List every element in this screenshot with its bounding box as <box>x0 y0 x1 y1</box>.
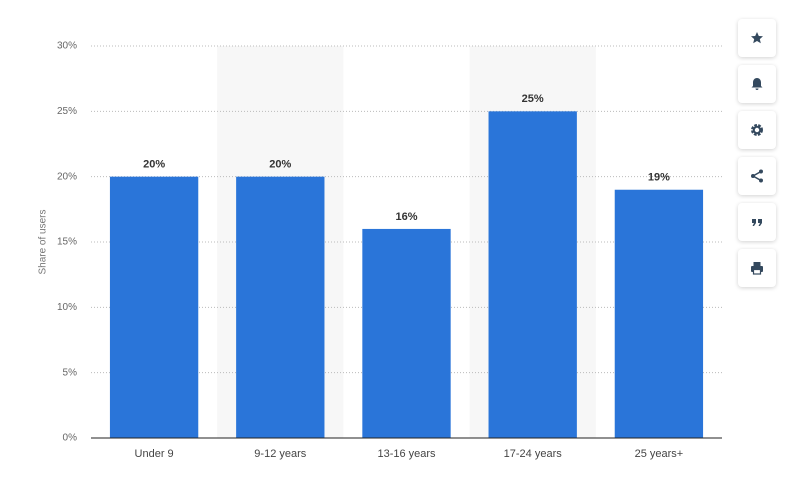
y-tick-label: 25% <box>57 106 77 117</box>
value-label: 20% <box>143 159 165 171</box>
value-label: 19% <box>648 172 670 184</box>
bar <box>488 111 577 438</box>
chart: Share of users 0% 5% 10% 15% 20% 25% 30% Under … <box>38 41 722 460</box>
y-tick-label: 30% <box>57 41 77 52</box>
y-tick-label: 15% <box>57 237 77 248</box>
y-axis-label: Share of users <box>38 209 49 274</box>
bar <box>236 176 325 438</box>
y-tick-label: 10% <box>57 302 77 313</box>
notification-button[interactable] <box>738 65 776 103</box>
x-tick-label: 13-16 years <box>377 448 436 460</box>
settings-button[interactable] <box>738 111 776 149</box>
bar <box>614 189 704 438</box>
value-label: 25% <box>522 93 544 105</box>
share-button[interactable] <box>738 157 776 195</box>
x-tick-label: 25 years+ <box>635 448 684 460</box>
x-tick-label: 9-12 years <box>254 448 306 460</box>
bar <box>109 176 199 438</box>
x-tick-label: Under 9 <box>135 448 174 460</box>
bar <box>362 228 451 438</box>
value-label: 20% <box>269 159 291 171</box>
x-tick-label: 17-24 years <box>504 448 563 460</box>
y-tick-label: 0% <box>63 433 78 444</box>
y-tick-label: 5% <box>63 367 78 378</box>
print-button[interactable] <box>738 249 776 287</box>
favorite-button[interactable] <box>738 19 776 57</box>
cite-button[interactable] <box>738 203 776 241</box>
y-tick-label: 20% <box>57 171 77 182</box>
value-label: 16% <box>395 211 417 223</box>
